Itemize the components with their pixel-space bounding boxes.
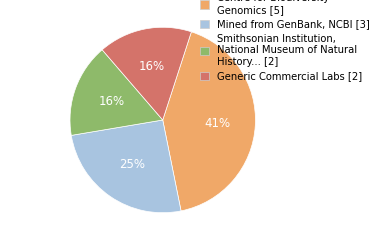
Wedge shape [70,50,163,135]
Wedge shape [71,120,181,213]
Wedge shape [102,27,192,120]
Text: 16%: 16% [139,60,165,73]
Wedge shape [163,32,255,211]
Text: 41%: 41% [204,117,230,130]
Legend: Centre for Biodiversity
Genomics [5], Mined from GenBank, NCBI [3], Smithsonian : Centre for Biodiversity Genomics [5], Mi… [200,0,370,81]
Text: 16%: 16% [98,95,125,108]
Text: 25%: 25% [119,158,145,171]
